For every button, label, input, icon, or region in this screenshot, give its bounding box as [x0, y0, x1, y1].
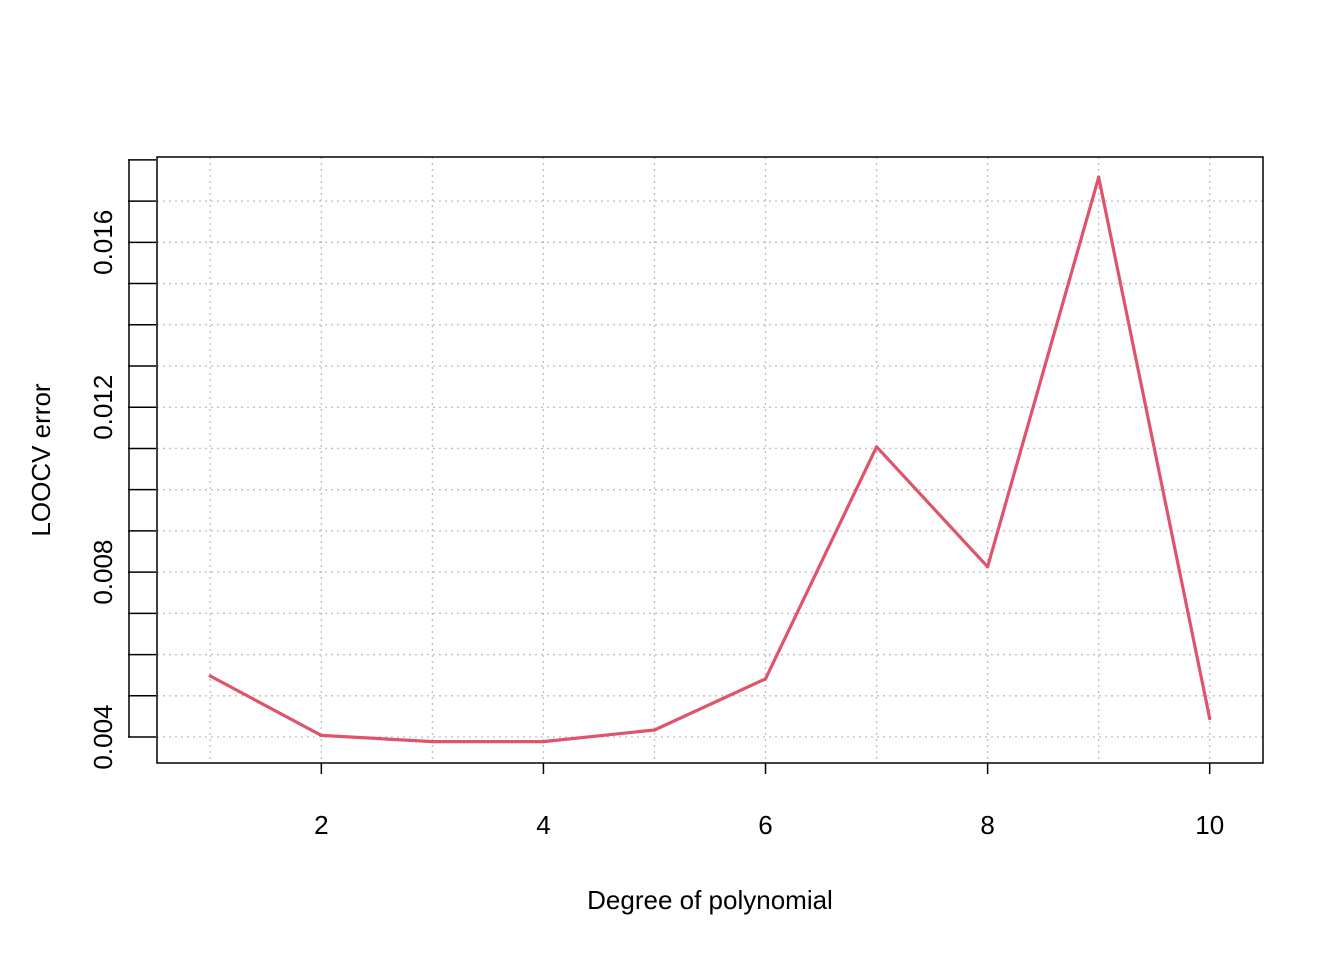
data-point: [1208, 716, 1212, 721]
grid-lines: [157, 157, 1263, 763]
y-axis: 0.004 0.008 0.012 0.016: [88, 159, 156, 770]
data-point: [319, 733, 323, 737]
data-point: [763, 677, 768, 681]
data-point: [430, 739, 434, 744]
y-tick-label: 0.008: [88, 540, 118, 605]
y-tick-label: 0.016: [88, 210, 118, 275]
series-line: [208, 175, 1212, 744]
data-point: [541, 739, 546, 744]
data-point: [652, 728, 657, 732]
x-tick-label: 8: [980, 810, 994, 840]
x-tick-label: 2: [314, 810, 328, 840]
y-axis-title: LOOCV error: [26, 383, 56, 536]
plot-frame: [156, 156, 1264, 764]
data-point: [208, 674, 212, 678]
x-axis: 2 4 6 8 10: [314, 763, 1224, 840]
data-point: [1097, 175, 1101, 179]
x-axis-title: Degree of polynomial: [587, 885, 833, 915]
x-tick-label: 4: [536, 810, 550, 840]
data-point: [986, 565, 990, 569]
series-layer: [208, 175, 1212, 744]
y-tick-label: 0.012: [88, 375, 118, 440]
x-tick-label: 10: [1195, 810, 1224, 840]
x-tick-label: 6: [758, 810, 772, 840]
data-point: [874, 445, 879, 449]
y-tick-label: 0.004: [88, 704, 118, 769]
